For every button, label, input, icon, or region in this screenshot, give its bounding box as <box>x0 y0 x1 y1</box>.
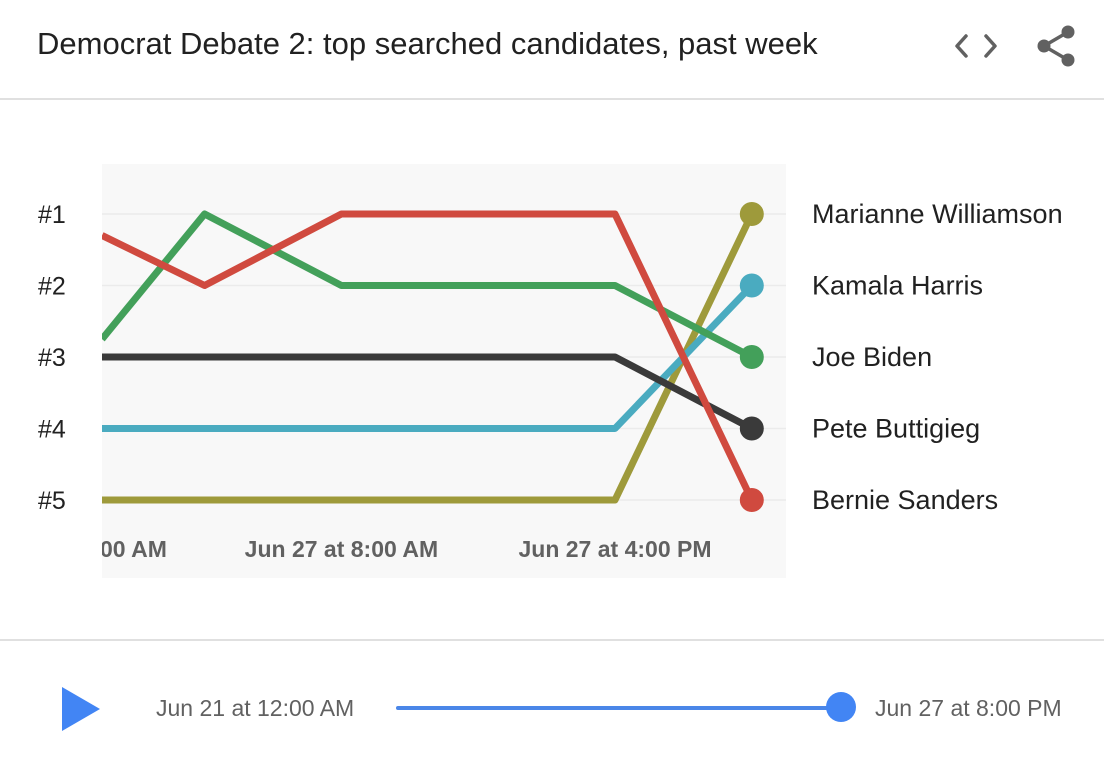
bump-chart: #1 #2 #3 #4 #5 Marianne Williamson Kamala Harr… <box>38 164 1063 578</box>
y-tick-label: #4 <box>38 416 66 444</box>
plot-background <box>102 164 786 578</box>
footer-divider <box>0 639 1104 641</box>
timeline-slider-track[interactable] <box>396 706 844 710</box>
share-icon[interactable] <box>1034 24 1078 68</box>
legend-label: Bernie Sanders <box>812 485 998 515</box>
series-end-marker <box>739 416 764 441</box>
series-end-marker <box>739 488 764 512</box>
x-tick-label: 00 AM <box>100 536 167 562</box>
y-tick-label: #2 <box>38 273 66 301</box>
legend-label: Pete Buttigieg <box>812 414 980 444</box>
legend-label: Kamala Harris <box>812 271 983 301</box>
series-line <box>102 210 755 502</box>
chart-area: #1 #2 #3 #4 #5 Marianne Williamson Kamala Harr… <box>0 102 1104 638</box>
y-tick-label: #5 <box>38 487 66 515</box>
code-embed-icon[interactable] <box>952 28 1000 64</box>
series-line <box>102 212 755 504</box>
series-end-marker <box>739 202 764 226</box>
legend-label: Joe Biden <box>812 342 932 372</box>
y-tick-label: #3 <box>38 344 66 372</box>
chart-header: Democrat Debate 2: top searched candidat… <box>0 0 1104 100</box>
play-icon[interactable] <box>60 685 102 733</box>
y-tick-label: #1 <box>38 201 66 229</box>
series-line <box>102 353 754 432</box>
timeline-start-label: Jun 21 at 12:00 AM <box>156 695 355 721</box>
x-tick-label: Jun 27 at 8:00 AM <box>245 536 438 562</box>
timeline-slider-thumb[interactable] <box>826 692 856 722</box>
x-tick-label: Jun 27 at 4:00 PM <box>518 536 711 562</box>
series-end-marker <box>739 273 764 298</box>
chart-title: Democrat Debate 2: top searched candidat… <box>37 26 818 61</box>
legend-label: Marianne Williamson <box>812 199 1063 229</box>
series-end-marker <box>739 345 764 369</box>
timeline-controls: Jun 21 at 12:00 AM Jun 27 at 8:00 PM <box>0 641 1104 760</box>
timeline-end-label: Jun 27 at 8:00 PM <box>875 695 1062 721</box>
